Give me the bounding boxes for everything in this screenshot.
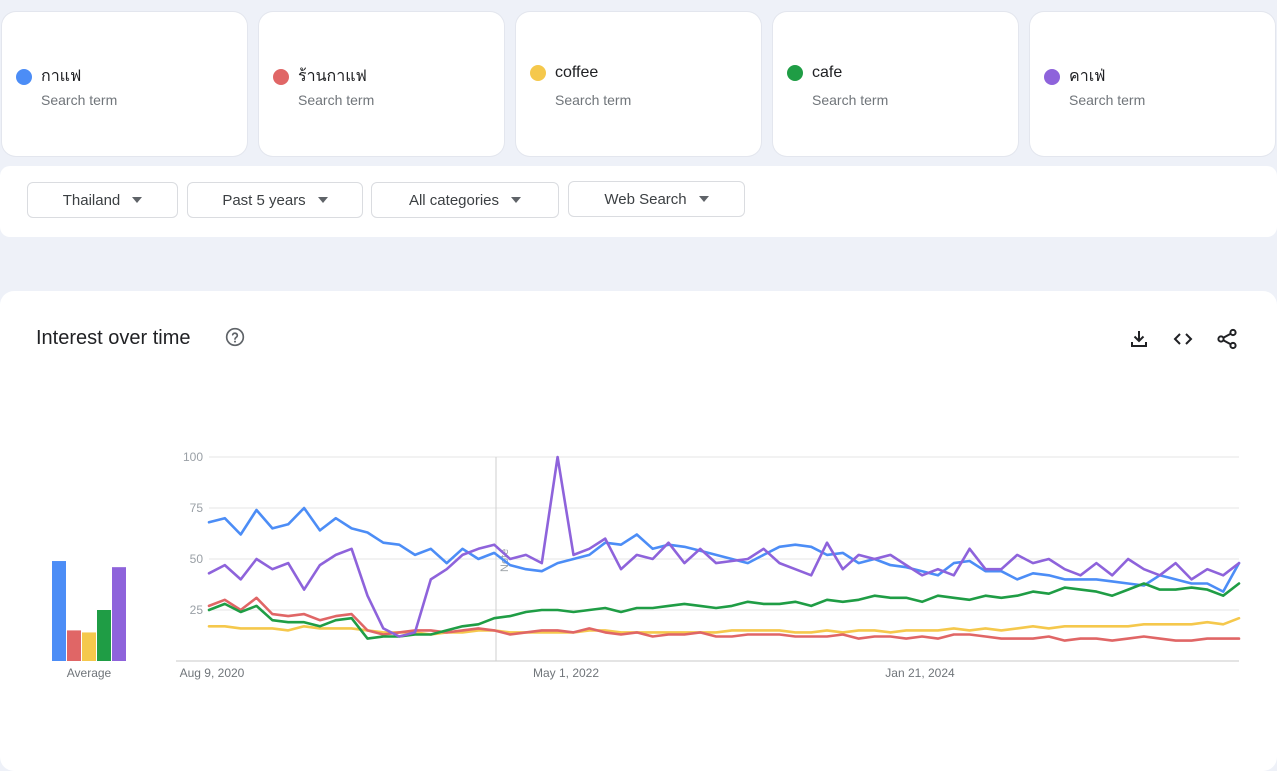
dropdown-arrow-icon — [698, 196, 709, 202]
search-terms-row: กาแฟ Search term ร้านกาแฟ Search term co… — [0, 12, 1277, 158]
term-type-label: Search term — [1069, 92, 1146, 108]
region-dropdown[interactable]: Thailand — [27, 182, 178, 218]
average-bar-4 — [97, 610, 111, 661]
term-color-dot-icon — [273, 68, 289, 85]
y-tick-label: 100 — [183, 450, 203, 464]
series-line-3 — [207, 616, 1241, 636]
average-label: Average — [67, 666, 112, 680]
term-name: coffee — [555, 64, 599, 81]
category-dropdown[interactable]: All categories — [371, 182, 559, 218]
term-card-1[interactable]: กาแฟ Search term — [2, 12, 247, 156]
y-tick-label: 25 — [190, 603, 204, 617]
interest-over-time-card: Interest over time — [0, 291, 1277, 771]
term-color-dot-icon — [787, 65, 803, 81]
term-name: คาเฟ่ — [1069, 68, 1106, 85]
term-card-4[interactable]: cafe Search term — [773, 12, 1018, 156]
term-card-2[interactable]: ร้านกาแฟ Search term — [259, 12, 504, 156]
series-line-1 — [207, 506, 1241, 593]
embed-code-icon[interactable] — [1171, 327, 1195, 351]
filters-bar: Thailand Past 5 years All categories Web… — [0, 166, 1277, 237]
search-type-dropdown[interactable]: Web Search — [568, 181, 745, 217]
series-line-4 — [207, 582, 1241, 640]
series-line-5 — [207, 455, 1241, 638]
term-type-label: Search term — [812, 92, 889, 108]
term-header: คาเฟ่ — [1044, 64, 1105, 89]
x-tick-label: May 1, 2022 — [533, 666, 599, 680]
term-name: cafe — [812, 64, 843, 81]
term-color-dot-icon — [1044, 68, 1060, 85]
category-dropdown-label: All categories — [408, 191, 500, 209]
dropdown-arrow-icon — [317, 197, 328, 203]
y-tick-label: 50 — [190, 552, 204, 566]
card-title: Interest over time — [36, 327, 191, 349]
term-name: กาแฟ — [41, 68, 82, 85]
dropdown-arrow-icon — [132, 197, 143, 203]
average-bar-2 — [67, 630, 81, 661]
term-type-label: Search term — [41, 92, 118, 108]
term-header: coffee — [530, 64, 598, 82]
average-bar-1 — [52, 561, 66, 661]
term-header: ร้านกาแฟ — [273, 64, 367, 89]
term-type-label: Search term — [298, 92, 375, 108]
term-card-5[interactable]: คาเฟ่ Search term — [1030, 12, 1275, 156]
term-name: ร้านกาแฟ — [298, 68, 367, 85]
term-header: cafe — [787, 64, 842, 82]
dropdown-arrow-icon — [511, 197, 522, 203]
download-icon[interactable] — [1127, 327, 1151, 351]
x-tick-label: Jan 21, 2024 — [885, 666, 955, 680]
average-bar-3 — [82, 632, 96, 661]
term-type-label: Search term — [555, 92, 632, 108]
term-card-3[interactable]: coffee Search term — [516, 12, 761, 156]
time-range-dropdown-label: Past 5 years — [222, 191, 306, 209]
term-header: กาแฟ — [16, 64, 81, 89]
series-line-2 — [207, 596, 1241, 642]
time-range-dropdown[interactable]: Past 5 years — [187, 182, 363, 218]
help-circle-icon[interactable] — [225, 327, 245, 347]
term-color-dot-icon — [530, 65, 546, 81]
term-color-dot-icon — [16, 68, 32, 85]
region-dropdown-label: Thailand — [62, 191, 121, 209]
average-bar-5 — [112, 567, 126, 661]
x-tick-label: Aug 9, 2020 — [180, 666, 245, 680]
y-tick-label: 75 — [190, 501, 204, 515]
search-type-dropdown-label: Web Search — [604, 190, 687, 208]
share-icon[interactable] — [1215, 327, 1239, 351]
